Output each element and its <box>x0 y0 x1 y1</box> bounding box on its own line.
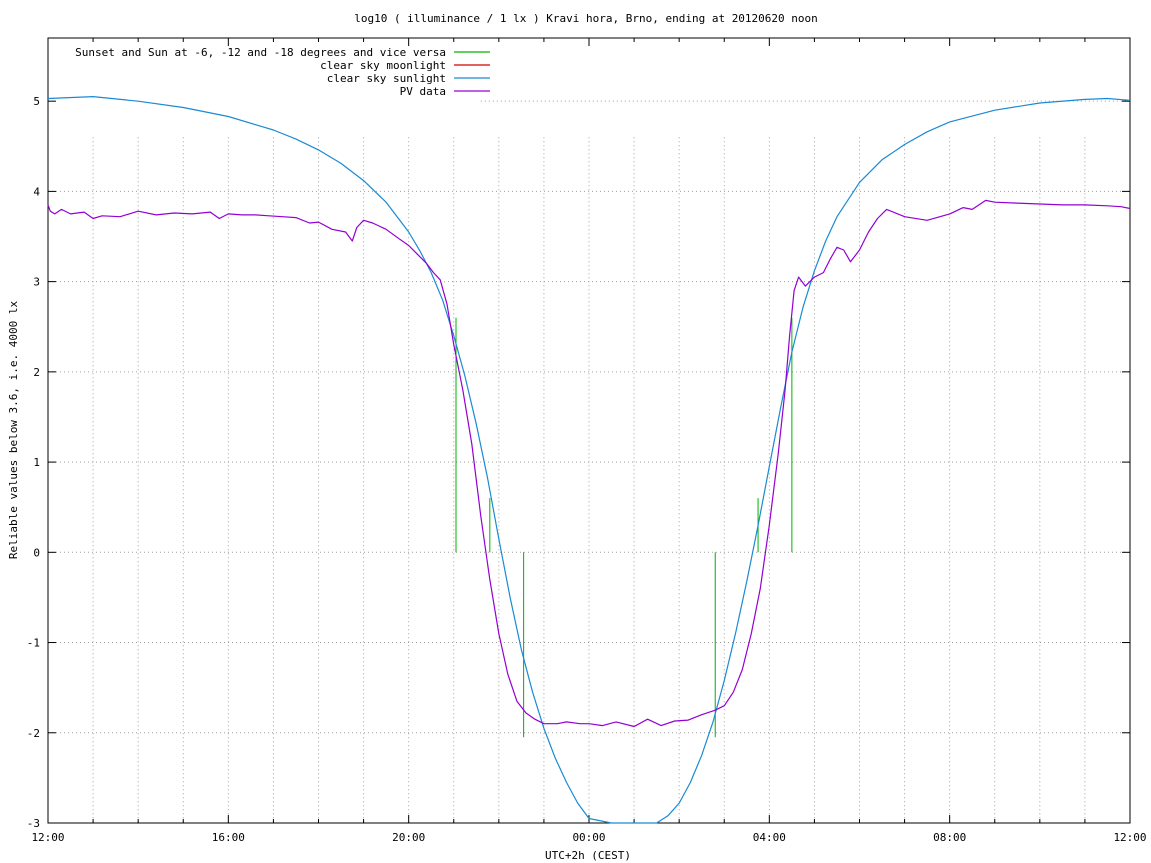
y-axis-label: Reliable values below 3.6, i.e. 4000 lx <box>7 300 20 559</box>
axis-ticks: 12:00 16:00 20:00 00:00 04:00 08:00 12:00-3-2-… <box>27 38 1147 844</box>
x-tick-label: 04:00 <box>753 831 786 844</box>
grid-lines <box>48 100 1130 823</box>
y-tick-label: -1 <box>27 637 40 650</box>
y-tick-label: 4 <box>33 185 40 198</box>
legend-label: clear sky moonlight <box>320 59 446 72</box>
y-tick-label: 2 <box>33 366 40 379</box>
plot-frame <box>47 37 1131 824</box>
legend: Sunset and Sun at -6, -12 and -18 degree… <box>75 46 490 98</box>
x-tick-label: 12:00 <box>1113 831 1146 844</box>
y-tick-label: 1 <box>33 456 40 469</box>
sunlight-line <box>47 95 1131 824</box>
legend-label: clear sky sunlight <box>327 72 446 85</box>
pv-data-line <box>47 199 1131 728</box>
chart-title: log10 ( illuminance / 1 lx ) Kravi hora,… <box>354 12 818 25</box>
x-axis-label: UTC+2h (CEST) <box>545 849 631 862</box>
series-layer <box>47 95 1131 824</box>
y-tick-label: 3 <box>33 276 40 289</box>
x-tick-label: 08:00 <box>933 831 966 844</box>
y-tick-label: -2 <box>27 727 40 740</box>
x-tick-label: 20:00 <box>392 831 425 844</box>
y-tick-label: -3 <box>27 817 40 830</box>
legend-label: Sunset and Sun at -6, -12 and -18 degree… <box>75 46 446 59</box>
y-tick-label: 0 <box>33 546 40 559</box>
y-tick-label: 5 <box>33 95 40 108</box>
legend-label: PV data <box>400 85 446 98</box>
x-tick-label: 16:00 <box>212 831 245 844</box>
x-tick-label: 00:00 <box>572 831 605 844</box>
x-tick-label: 12:00 <box>31 831 64 844</box>
